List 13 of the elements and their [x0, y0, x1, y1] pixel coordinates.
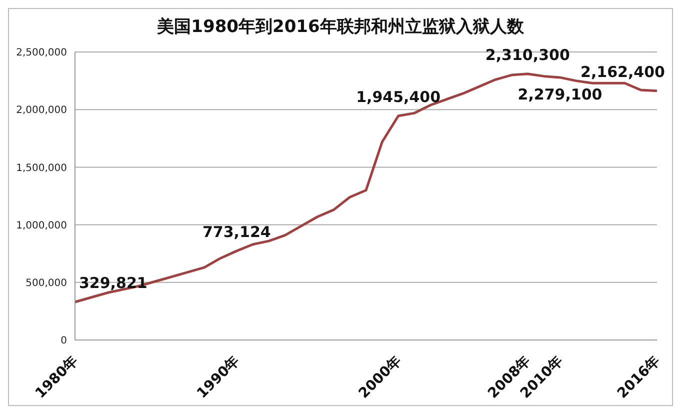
data-label: 329,821	[79, 274, 148, 292]
y-tick-label: 2,000,000	[16, 105, 67, 116]
data-label: 2,162,400	[580, 62, 665, 81]
y-tick-label: 0	[60, 336, 67, 347]
data-label: 773,124	[202, 222, 271, 241]
data-label: 2,310,300	[485, 46, 570, 64]
y-tick-label: 2,500,000	[16, 48, 67, 59]
y-tick-label: 1,500,000	[16, 162, 67, 174]
y-tick-label: 1,000,000	[16, 220, 67, 232]
y-tick-label: 500,000	[26, 278, 67, 289]
data-label: 1,945,400	[356, 88, 441, 106]
data-label: 2,279,100	[518, 85, 602, 104]
chart-title: 美国1980年到2016年联邦和州立监狱入狱人数	[156, 16, 525, 38]
